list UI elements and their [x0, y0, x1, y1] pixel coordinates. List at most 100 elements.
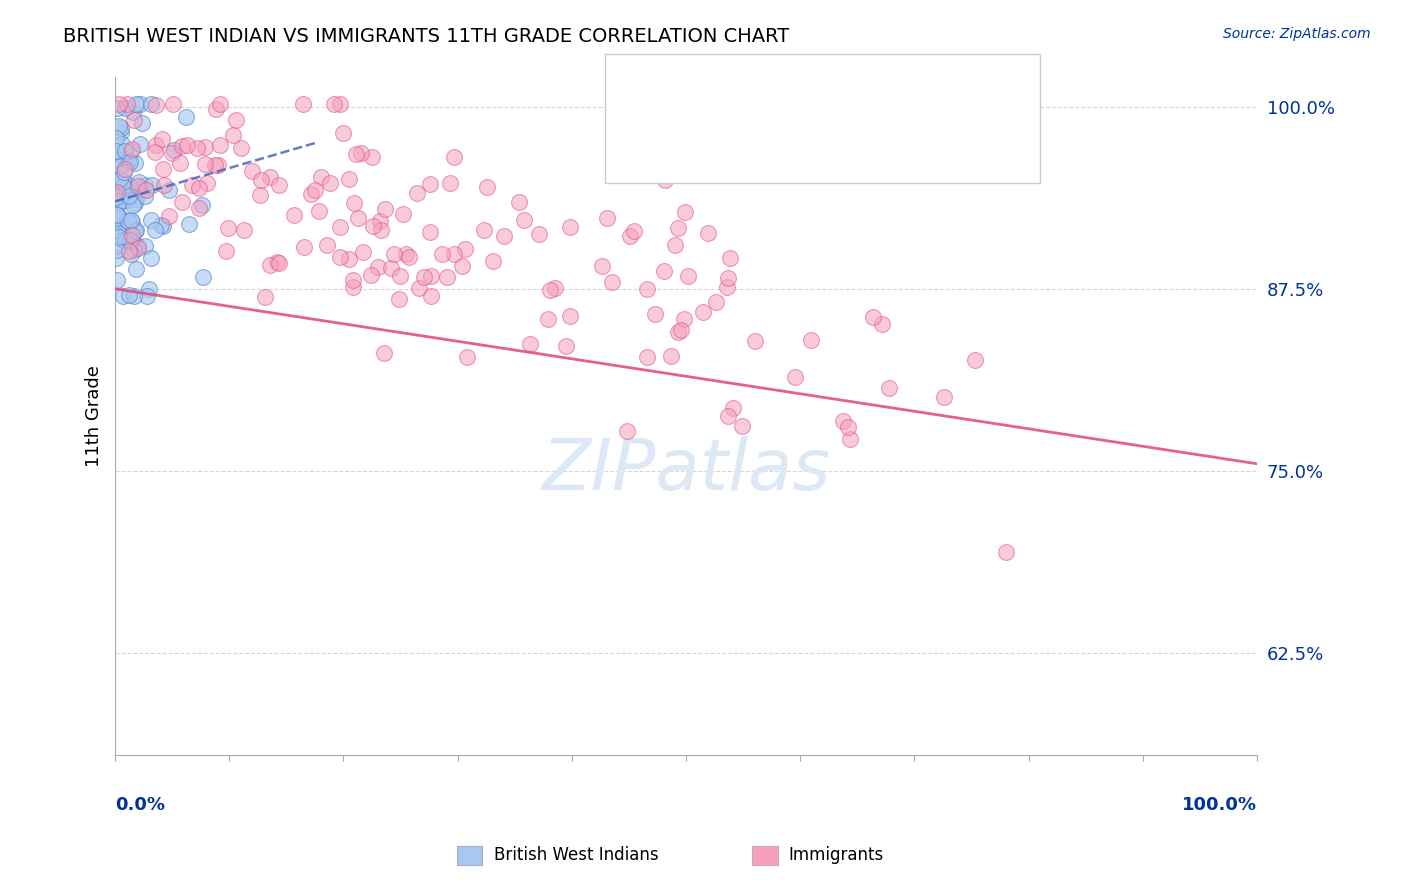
Point — [343, 195, 366, 210]
Point — [124, 224, 146, 238]
Point — [118, 189, 141, 203]
Text: ZIP​atlas: ZIP​atlas — [541, 436, 831, 505]
Point — [472, 223, 495, 237]
Point — [108, 96, 131, 111]
Point — [283, 208, 305, 222]
Point — [329, 96, 352, 111]
Point — [232, 223, 254, 237]
Point — [108, 119, 131, 133]
Point — [367, 260, 389, 275]
Point — [125, 96, 148, 111]
Point — [870, 317, 893, 331]
Point — [105, 207, 128, 221]
Point — [636, 282, 658, 296]
Text: British West Indians: British West Indians — [494, 847, 658, 864]
Point — [600, 275, 623, 289]
Point — [267, 255, 290, 269]
Point — [162, 96, 184, 111]
Point — [373, 345, 395, 359]
Point — [112, 233, 135, 247]
Point — [134, 178, 156, 192]
Point — [170, 194, 193, 209]
Point — [616, 424, 638, 438]
Point — [494, 229, 516, 244]
Point — [217, 221, 239, 235]
Point — [135, 183, 157, 197]
Point — [595, 211, 617, 225]
Point — [112, 181, 135, 195]
Point — [419, 268, 441, 283]
Text: R =  0.278   N =  92: R = 0.278 N = 92 — [668, 81, 851, 99]
Point — [332, 126, 354, 140]
Point — [108, 230, 131, 244]
Point — [965, 353, 987, 368]
Point — [122, 112, 145, 127]
Point — [717, 271, 740, 285]
Point — [259, 170, 281, 185]
Point — [721, 401, 744, 415]
Point — [508, 195, 530, 210]
Point — [125, 261, 148, 276]
Point — [862, 310, 884, 324]
Point — [105, 144, 128, 158]
Point — [111, 289, 134, 303]
Point — [105, 186, 128, 201]
Point — [673, 204, 696, 219]
Point — [107, 197, 129, 211]
Point — [120, 180, 142, 194]
Point — [225, 112, 247, 127]
Point — [108, 159, 131, 173]
Point — [454, 243, 477, 257]
Point — [344, 147, 367, 161]
Point — [107, 219, 129, 234]
Point — [538, 284, 561, 298]
Point — [176, 138, 198, 153]
Point — [475, 179, 498, 194]
Point — [783, 370, 806, 384]
Point — [145, 137, 167, 152]
Point — [361, 219, 384, 233]
Point — [105, 190, 128, 204]
Point — [107, 173, 129, 187]
Point — [127, 239, 149, 253]
Point — [644, 307, 666, 321]
Point — [108, 194, 131, 208]
Point — [664, 238, 686, 252]
Point — [697, 226, 720, 240]
Point — [152, 219, 174, 234]
Point — [322, 96, 344, 111]
Text: 0.0%: 0.0% — [115, 796, 165, 814]
Point — [408, 281, 430, 295]
Text: Immigrants: Immigrants — [789, 847, 884, 864]
Point — [127, 178, 149, 193]
Point — [329, 250, 352, 264]
Point — [114, 144, 136, 158]
Point — [153, 178, 176, 192]
Point — [157, 210, 180, 224]
Point — [717, 409, 740, 423]
Point — [191, 198, 214, 212]
Point — [105, 101, 128, 115]
Point — [141, 178, 163, 192]
Point — [456, 351, 478, 365]
Point — [138, 282, 160, 296]
Point — [669, 323, 692, 337]
Point — [339, 171, 361, 186]
Point — [544, 281, 567, 295]
Point — [398, 250, 420, 264]
Point — [209, 137, 232, 152]
Point — [337, 252, 360, 266]
Point — [222, 128, 245, 142]
Point — [692, 305, 714, 319]
Point — [249, 187, 271, 202]
Point — [110, 120, 132, 135]
Point — [112, 186, 135, 201]
Point — [143, 145, 166, 159]
Text: 100.0%: 100.0% — [1182, 796, 1257, 814]
Point — [118, 288, 141, 302]
Point — [560, 220, 582, 235]
Point — [105, 251, 128, 265]
Point — [105, 273, 128, 287]
Point — [554, 339, 576, 353]
Point — [117, 154, 139, 169]
